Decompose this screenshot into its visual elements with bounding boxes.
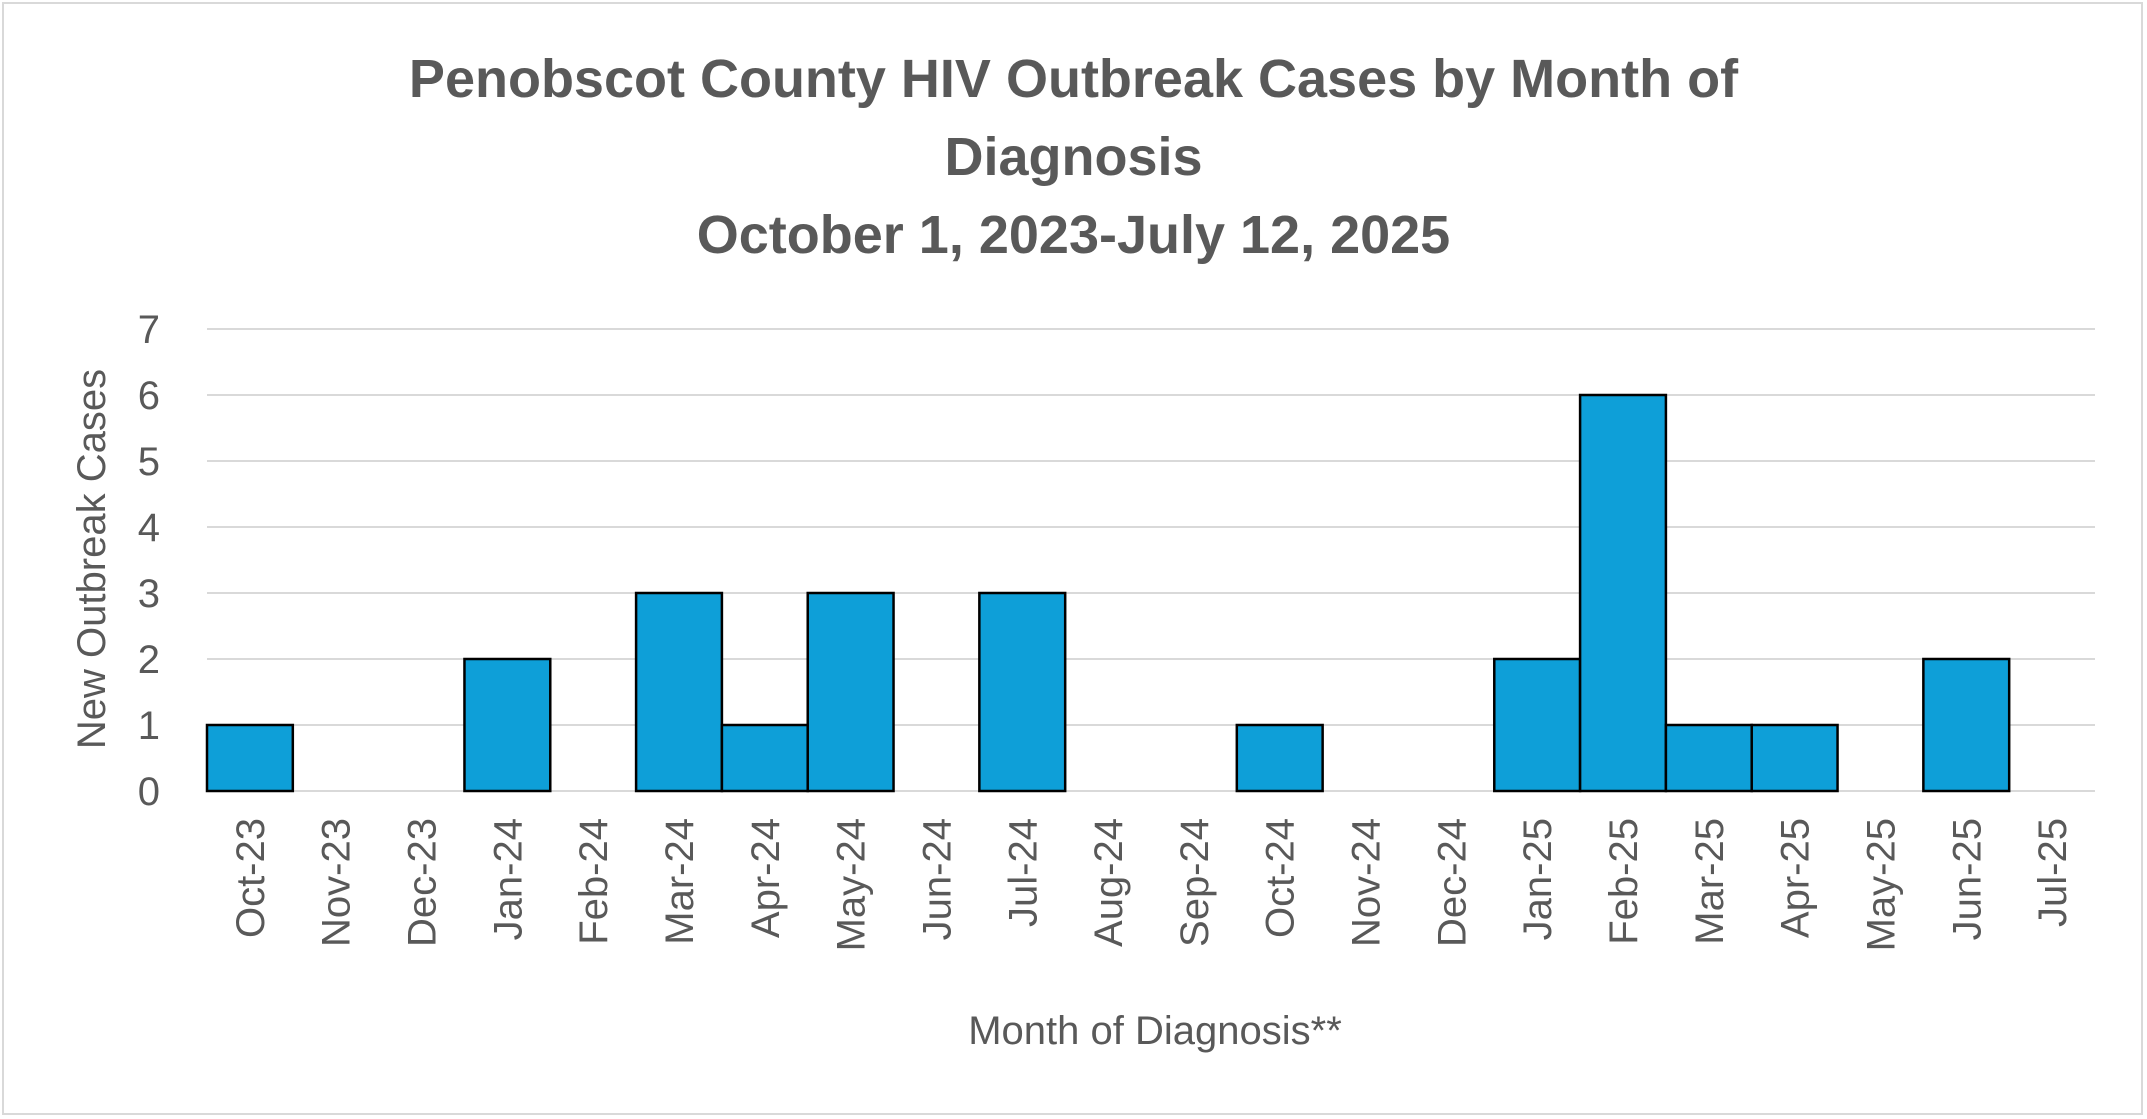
bar-jul-24 (978, 591, 1067, 793)
x-tick-label: Feb-25 (1602, 818, 1646, 945)
x-tick-label: May-24 (830, 818, 874, 951)
x-tick-label: Nov-23 (315, 818, 359, 947)
x-tick-label: Apr-25 (1774, 818, 1818, 938)
x-tick-label: Dec-24 (1430, 818, 1474, 947)
x-tick-label: Jun-25 (1945, 818, 1989, 940)
y-tick-label: 4 (138, 506, 160, 550)
y-tick-label: 1 (138, 704, 160, 748)
y-tick-label: 5 (138, 440, 160, 484)
bar-oct-23 (205, 723, 295, 793)
x-tick-label: Aug-24 (1087, 818, 1131, 947)
x-tick-label: Nov-24 (1345, 818, 1389, 947)
x-tick-label: Mar-25 (1688, 818, 1732, 945)
x-tick-label: Jan-24 (486, 818, 530, 940)
bar-jan-24 (463, 657, 552, 793)
x-tick-label: May-25 (1859, 818, 1903, 951)
bar-may-24 (806, 591, 895, 793)
bar-jun-25 (1922, 657, 2011, 793)
bar-jan-25 (1493, 657, 1582, 793)
bar-apr-25 (1750, 723, 1839, 793)
x-tick-label: Oct-23 (229, 818, 273, 938)
bar-oct-24 (1235, 723, 1324, 793)
y-tick-label: 0 (138, 770, 160, 814)
x-tick-label: Apr-24 (744, 818, 788, 938)
chart-title: Penobscot County HIV Outbreak Cases by M… (0, 40, 2147, 274)
bar-mar-25 (1664, 723, 1753, 793)
y-axis-label: New Outbreak Cases (70, 369, 114, 749)
x-tick-label: Jan-25 (1516, 818, 1560, 940)
x-axis-ticks: Oct-23 Nov-23 Dec-23 Jan-24 Feb-24 Mar-24 Apr-… (229, 818, 2075, 951)
y-axis-ticks: 0 1 2 3 4 5 6 7 (138, 308, 160, 814)
chart-title-line-3: October 1, 2023-July 12, 2025 (696, 205, 1451, 265)
x-tick-label: Jul-24 (1001, 818, 1045, 927)
y-tick-label: 3 (138, 572, 160, 616)
y-tick-label: 2 (138, 638, 160, 682)
x-tick-label: Mar-24 (658, 818, 702, 945)
bar-feb-25 (1578, 393, 1668, 793)
x-tick-label: Jul-25 (2031, 818, 2075, 927)
x-tick-label: Sep-24 (1173, 818, 1217, 947)
bar-mar-24 (634, 591, 724, 793)
x-tick-label: Oct-24 (1259, 818, 1303, 938)
chart-title-line-2: Diagnosis (944, 127, 1203, 187)
chart-title-line-1: Penobscot County HIV Outbreak Cases by M… (408, 49, 1739, 109)
y-tick-label: 6 (138, 374, 160, 418)
bars (205, 393, 2011, 793)
y-tick-label: 7 (138, 308, 160, 352)
x-axis-label: Month of Diagnosis** (968, 1009, 1342, 1053)
bar-apr-24 (720, 723, 809, 793)
x-tick-label: Feb-24 (572, 818, 616, 945)
x-tick-label: Dec-23 (401, 818, 445, 947)
x-tick-label: Jun-24 (915, 818, 959, 940)
